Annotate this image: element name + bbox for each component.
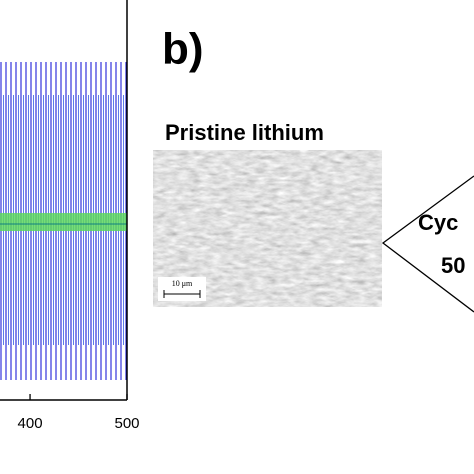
x-tick-label: 500 bbox=[114, 415, 139, 432]
arrow-text: Cyc bbox=[418, 210, 458, 235]
signal-trace bbox=[0, 0, 127, 400]
green-band bbox=[0, 213, 127, 231]
arrow-shape bbox=[381, 175, 474, 313]
panel-a: 400 500 bbox=[0, 0, 140, 432]
panel-label: b) bbox=[162, 25, 204, 74]
scale-bar-box bbox=[158, 277, 206, 301]
scale-bar-label: 10 μm bbox=[172, 279, 193, 288]
panel-b: b) Pristine lithium 10 μm Cyc 50 bbox=[153, 25, 474, 313]
arrow-text: 50 bbox=[441, 253, 465, 278]
image-title: Pristine lithium bbox=[165, 120, 324, 145]
x-ticks: 400 500 bbox=[18, 394, 140, 432]
x-tick-label: 400 bbox=[18, 415, 43, 432]
